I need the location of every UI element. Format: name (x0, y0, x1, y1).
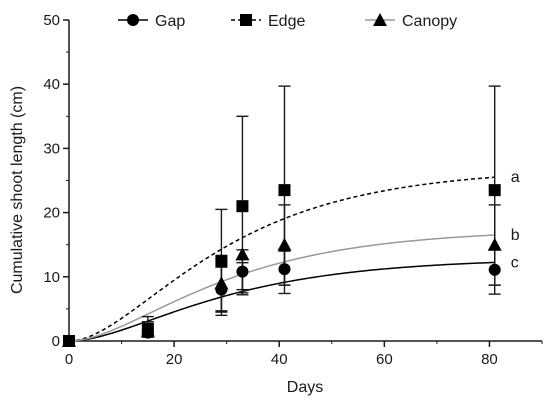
point-edge (215, 254, 228, 267)
x-axis-title: Days (287, 379, 323, 396)
y-tick-label: 20 (43, 205, 60, 222)
y-tick-label: 0 (52, 333, 60, 350)
significance-label-canopy: b (511, 227, 520, 244)
fit-curve-edge (68, 176, 495, 342)
y-axis-title: Cumulative shoot length (cm) (9, 86, 26, 294)
point-edge (278, 184, 291, 197)
x-tick-label: 20 (166, 351, 183, 368)
legend-label-edge: Edge (268, 13, 305, 30)
legend-marker-edge (240, 14, 252, 26)
x-tick-label: 0 (65, 351, 73, 368)
point-canopy (62, 334, 76, 347)
point-canopy (140, 323, 155, 337)
end-labels: c a b (511, 169, 520, 271)
y-tick-label: 30 (43, 140, 60, 157)
point-canopy (487, 237, 502, 251)
point-gap (488, 263, 501, 276)
x-tick-label: 60 (376, 351, 393, 368)
point-canopy (214, 276, 229, 290)
x-ticks: 0 20 40 60 80 (65, 341, 543, 368)
legend-marker-canopy (373, 13, 387, 26)
y-tick-label: 40 (43, 76, 60, 93)
point-canopy (277, 237, 292, 251)
legend-label-gap: Gap (155, 13, 185, 30)
fit-curves (68, 176, 495, 342)
y-ticks: 0 10 20 30 40 50 (43, 12, 69, 350)
legend: Gap Edge Canopy (118, 13, 457, 30)
markers (62, 184, 502, 347)
point-edge (236, 200, 249, 213)
error-bars (141, 85, 501, 338)
point-edge (488, 184, 501, 197)
y-tick-label: 50 (43, 12, 60, 29)
axes (68, 20, 542, 342)
legend-label-canopy: Canopy (402, 13, 457, 30)
point-gap (278, 263, 291, 276)
y-tick-label: 10 (43, 269, 60, 286)
significance-label-gap: c (511, 254, 519, 271)
legend-marker-gap (127, 14, 139, 26)
point-canopy (235, 247, 250, 261)
x-tick-label: 80 (481, 351, 498, 368)
point-gap (236, 265, 249, 278)
fit-curve-gap (68, 261, 495, 342)
significance-label-edge: a (511, 169, 520, 186)
fit-curve-canopy (68, 234, 495, 342)
x-tick-label: 40 (271, 351, 288, 368)
